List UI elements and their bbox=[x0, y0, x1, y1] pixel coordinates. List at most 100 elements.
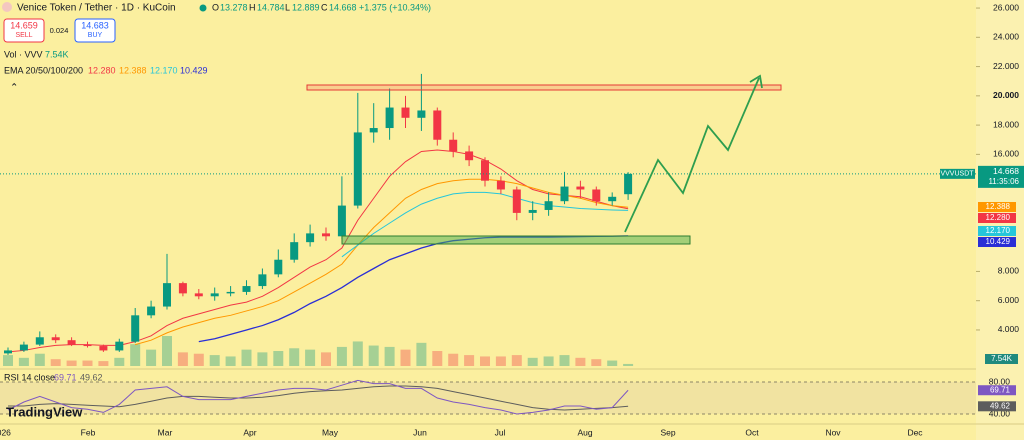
volume-bar bbox=[50, 359, 61, 366]
sell-price[interactable]: 14.659 bbox=[10, 20, 38, 30]
rsi-tick-label: 40.00 bbox=[989, 408, 1011, 418]
candle-body bbox=[115, 341, 124, 351]
ema-legend: EMA 20/50/100/200 bbox=[4, 65, 83, 75]
y-tick-label: 20.000 bbox=[993, 90, 1019, 100]
ema-legend-value: 10.429 bbox=[180, 65, 208, 75]
candle-body bbox=[210, 293, 219, 297]
ema-tag-text: 12.170 bbox=[986, 226, 1011, 235]
candle-body bbox=[131, 315, 140, 342]
price-tag-value: 14.668 bbox=[993, 166, 1019, 176]
volume-bar bbox=[384, 346, 395, 366]
volume-bar bbox=[368, 345, 379, 366]
x-tick-label: May bbox=[322, 427, 339, 437]
projection-arrowhead bbox=[749, 74, 763, 89]
sell-label[interactable]: SELL bbox=[15, 32, 32, 39]
volume-tag-text: 7.54K bbox=[991, 354, 1013, 363]
volume-bar bbox=[543, 356, 554, 366]
volume-bar bbox=[241, 349, 252, 366]
y-tick-label: 6.000 bbox=[998, 295, 1020, 305]
candle-body bbox=[417, 110, 426, 118]
x-tick-label: Jun bbox=[413, 427, 427, 437]
symbol-icon bbox=[2, 2, 12, 12]
ohlc-value: 12.889 bbox=[292, 2, 320, 12]
ema-line bbox=[341, 191, 629, 258]
y-tick-label: 26.000 bbox=[993, 2, 1019, 12]
ohlc-value: 14.784 bbox=[257, 2, 285, 12]
ohlc-key: O bbox=[212, 2, 219, 12]
rsi-line bbox=[7, 379, 629, 415]
status-dot bbox=[199, 4, 207, 12]
candle-body bbox=[496, 180, 505, 190]
volume-bar bbox=[305, 349, 316, 366]
x-tick-label: Oct bbox=[745, 427, 759, 437]
candle-body bbox=[544, 201, 553, 210]
ohlc-value: 14.668 bbox=[329, 2, 357, 12]
x-tick-label: Feb bbox=[81, 427, 96, 437]
rsi-ma-line bbox=[8, 385, 629, 411]
volume-bar bbox=[480, 356, 490, 366]
candle-body bbox=[512, 189, 521, 213]
rsi-tag bbox=[978, 385, 1016, 396]
volume-bar bbox=[495, 356, 506, 366]
candle-body bbox=[401, 107, 410, 118]
candle-body bbox=[19, 344, 28, 351]
buy-label[interactable]: BUY bbox=[88, 32, 103, 39]
collapse-icon[interactable]: ⌃ bbox=[10, 83, 18, 94]
ohlc-value: 13.278 bbox=[220, 2, 248, 12]
volume-bar bbox=[273, 351, 284, 366]
y-tick-label: 4.000 bbox=[998, 324, 1020, 334]
volume-bar bbox=[432, 351, 443, 366]
x-tick-label: Dec bbox=[907, 427, 923, 437]
countdown: 11:35:06 bbox=[988, 177, 1019, 186]
volume-bar bbox=[623, 363, 634, 366]
candle-body bbox=[242, 286, 251, 292]
x-tick-label: Apr bbox=[243, 427, 256, 437]
volume-bar bbox=[416, 342, 427, 366]
volume-bar bbox=[82, 360, 93, 366]
candle-body bbox=[274, 259, 283, 275]
volume-bar bbox=[66, 360, 77, 366]
buy-button[interactable] bbox=[74, 18, 116, 43]
volume-bar bbox=[289, 348, 300, 366]
symbol-title: Venice Token / Tether · 1D · KuCoin bbox=[17, 3, 176, 14]
candle-body bbox=[290, 242, 299, 260]
candle-body bbox=[67, 340, 76, 345]
spread: 0.024 bbox=[50, 26, 69, 35]
candle-body bbox=[35, 337, 44, 345]
buy-price[interactable]: 14.683 bbox=[81, 20, 109, 30]
ohlc-key: L bbox=[285, 2, 290, 12]
x-tick-label: 2026 bbox=[0, 427, 11, 437]
candle-body bbox=[576, 186, 585, 190]
candle-body bbox=[608, 196, 617, 202]
candle-body bbox=[147, 306, 156, 316]
volume-bar bbox=[575, 357, 586, 366]
projection-path bbox=[624, 77, 760, 233]
rsi-legend-value: 69.71 bbox=[54, 372, 77, 382]
candle-body bbox=[163, 283, 171, 307]
brand-logo: TradingView bbox=[6, 404, 83, 419]
volume-bar bbox=[591, 359, 602, 366]
ema-tag bbox=[978, 213, 1016, 223]
x-tick-label: Mar bbox=[158, 427, 173, 437]
change: +1.375 (+10.34%) bbox=[359, 2, 431, 12]
x-tick-label: Sep bbox=[660, 427, 675, 437]
volume-bar bbox=[527, 357, 538, 366]
volume-bar bbox=[321, 352, 331, 366]
sell-button[interactable] bbox=[3, 18, 45, 43]
rsi-ma-tag-text: 49.62 bbox=[990, 401, 1011, 410]
ema-tag-text: 12.388 bbox=[986, 202, 1011, 211]
candle-body bbox=[226, 291, 235, 294]
volume-bar bbox=[162, 336, 172, 366]
rsi-band bbox=[0, 382, 976, 414]
volume-bar bbox=[464, 355, 475, 366]
candle-body bbox=[83, 344, 92, 347]
candle-body bbox=[353, 132, 362, 206]
ema-legend-value: 12.280 bbox=[88, 65, 116, 75]
volume-bar bbox=[257, 352, 268, 366]
volume-bar bbox=[400, 349, 411, 366]
ema-tag-text: 10.429 bbox=[986, 237, 1011, 246]
volume-bar bbox=[34, 353, 45, 366]
